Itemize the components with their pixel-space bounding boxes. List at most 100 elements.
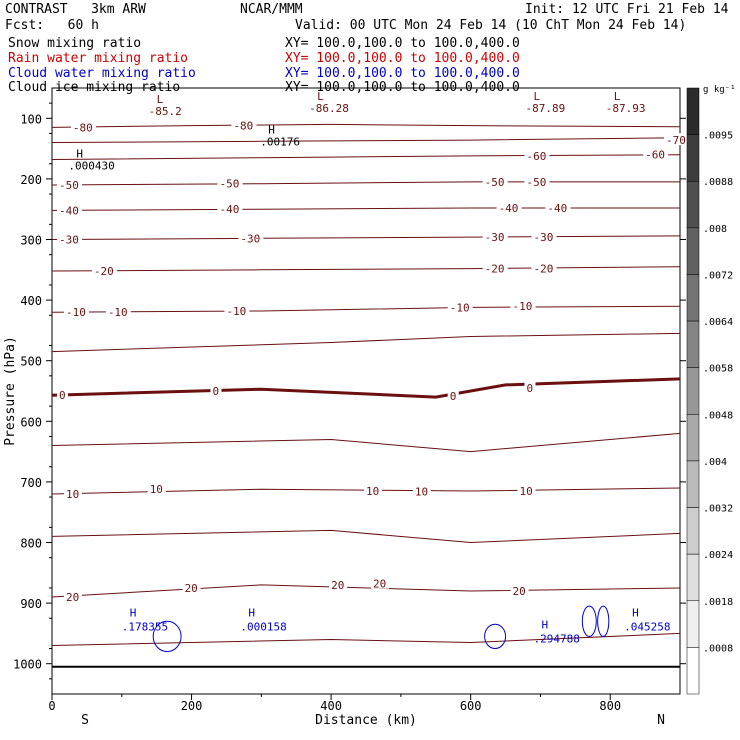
cloud-extremum-marker: H [130,606,137,619]
isotherm-label-bg [56,232,82,245]
colorbar-label: .0048 [703,410,733,421]
y-tick-label: 200 [20,173,42,187]
colorbar-segment [686,414,700,462]
colorbar-segment [686,180,700,229]
colorbar-segment [686,274,700,322]
isotherm-label: -30 [485,231,505,244]
colorbar-segment [686,600,700,648]
isotherm-line [51,332,681,353]
cloud-extremum-marker: H [248,606,255,619]
extremum-value: .00176 [260,135,300,148]
isotherm-label-bg [224,304,250,317]
isotherm-label-bg [70,120,96,133]
isotherm-label-bg [329,577,348,590]
isotherm-label: -10 [108,306,128,319]
field-cloudwater-name: Cloud water mixing ratio [8,66,196,81]
isotherm-label: -50 [219,178,239,191]
colorbar-label: .0088 [703,177,733,188]
isotherm-label-bg [531,230,557,243]
cloud-contour [152,620,182,653]
isotherm-label-bg [524,174,550,187]
colorbar-label: .004 [703,457,727,468]
colorbar-segment [686,507,700,555]
isotherm-line [51,305,681,313]
isotherm-label: -30 [59,234,79,247]
isotherm-label: 20 [331,579,344,592]
x-axis-label: Distance (km) [315,713,417,728]
isotherm-line [51,154,681,160]
isotherm-line [51,632,681,646]
isotherm-label-bg [238,231,264,244]
colorbar-segment [686,460,700,508]
isotherm-line [51,207,680,211]
isotherm-label-bg [217,202,243,215]
isotherm-label: 10 [366,485,379,498]
init-time: Init: 12 UTC Fri 21 Feb 14 [525,2,729,17]
isotherm-label: 10 [150,483,163,496]
isotherm-label-bg [482,261,508,274]
y-axis-label: Pressure (hPa) [3,336,18,446]
isotherm-label-bg [482,174,508,187]
isotherm-label: -40 [59,204,79,217]
isotherm-label-bg [364,483,382,496]
isotherm-line [51,266,681,272]
y-tick-label: 400 [20,294,42,308]
cloud-contour [581,605,597,637]
isotherm-label: 10 [415,486,428,499]
isotherm-label-bg [370,576,389,589]
isotherm-label-bg [447,388,459,401]
y-tick-label: 800 [20,537,42,551]
colorbar-label: .0072 [703,270,733,281]
extremum-marker: H [268,123,275,136]
isotherm-label-bg [524,148,550,161]
isotherm-label-bg [217,176,243,189]
isotherm-line [51,123,681,128]
colorbar-label: .0032 [703,504,733,515]
colorbar-segment [686,553,700,602]
isotherm-line [51,584,681,598]
colorbar-segment [686,647,700,695]
isotherm-label-bg [91,264,117,277]
isotherm-label: -40 [547,202,567,215]
isotherm-label: 10 [520,485,533,498]
isotherm-label-bg [517,483,536,496]
isotherm-label: -50 [485,176,505,189]
extremum-value: -87.89 [525,102,565,115]
isotherm-label: -20 [533,263,553,276]
cloud-extremum-value: .294788 [533,632,579,645]
isotherm-label-bg [447,300,473,313]
x-tick-label: 800 [599,699,621,713]
isotherm-label-bg [643,147,669,160]
isotherm-label: 0 [59,389,66,402]
extremum-marker: H [76,148,83,161]
colorbar-label: .0095 [703,131,733,142]
extremum-value: -86.28 [309,102,349,115]
isotherm-label: -40 [219,203,239,216]
colorbar-segment [686,320,700,368]
x-tick-label: 0 [48,699,55,713]
isotherm-label: -60 [526,150,546,163]
isotherm-label-bg [147,482,166,495]
org-label: NCAR/MMM [240,2,303,17]
isotherm-label-bg [63,590,82,603]
colorbar-segment [686,227,700,275]
colorbar-label: .008 [703,224,727,235]
isotherm-label: -10 [66,306,86,319]
isotherm-label-bg [56,388,68,401]
colorbar-label: .0064 [703,317,733,328]
isotherm-line [51,432,681,453]
cloud-extremum-value: .045258 [624,620,670,633]
y-tick-label: 1000 [13,658,42,672]
y-tick-label: 900 [20,597,42,611]
forecast-hour: Fcst: 60 h [5,18,99,33]
field-rain-name: Rain water mixing ratio [8,51,189,66]
isotherm-label: -80 [73,121,93,134]
colorbar-segment [686,134,700,182]
field-rain-xy: XY= 100.0,100.0 to 100.0,400.0 [285,51,520,66]
field-cloudwater-xy: XY= 100.0,100.0 to 100.0,400.0 [285,66,520,81]
isotherm-label-bg [664,133,690,146]
isotherm-label-bg [545,200,571,213]
isotherm-label-bg [56,203,82,216]
y-tick-label: 100 [20,112,42,126]
